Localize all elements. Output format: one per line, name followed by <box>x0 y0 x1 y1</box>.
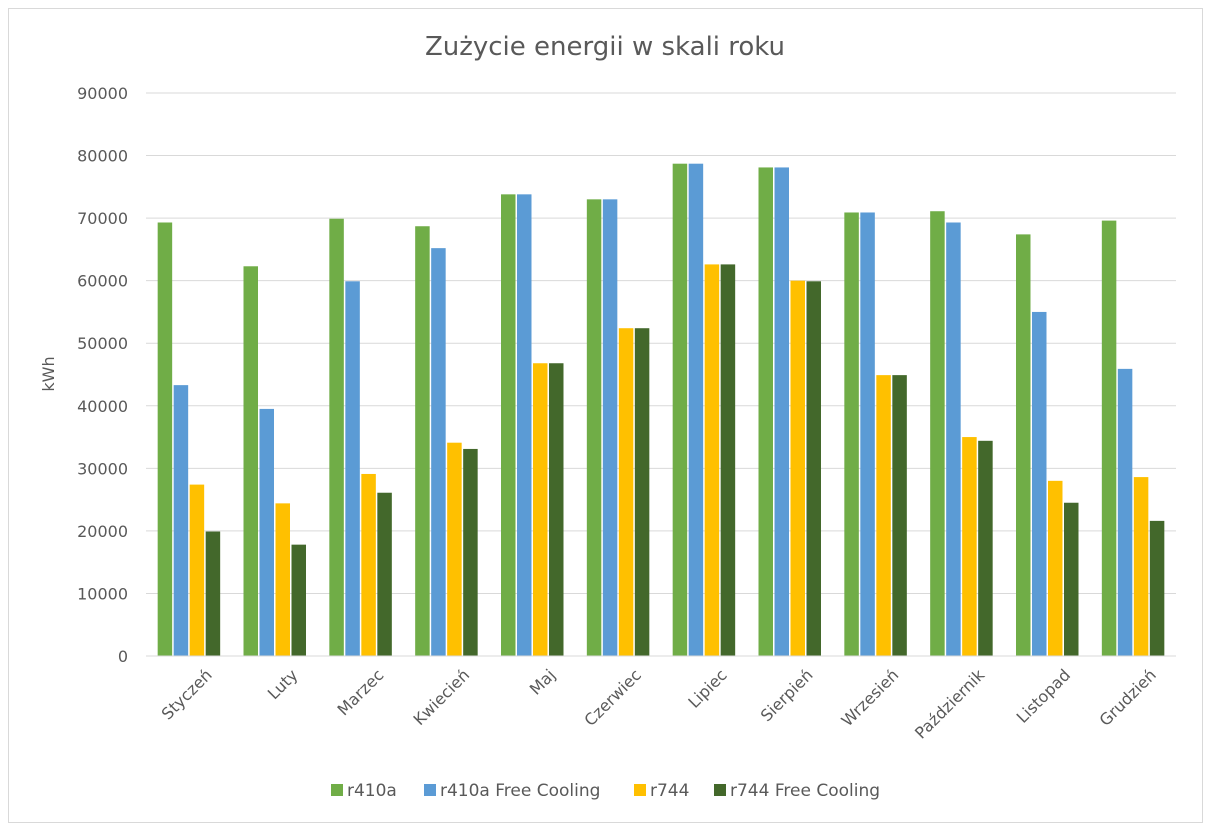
bar <box>704 264 720 656</box>
legend-label: r744 Free Cooling <box>730 781 880 801</box>
legend-label: r744 <box>650 781 689 801</box>
bar <box>173 385 189 656</box>
bar <box>758 167 773 656</box>
x-tick-label: Listopad <box>1013 665 1074 726</box>
bar <box>930 211 945 657</box>
x-axis-labels: Styczeń Luty Marzec Kwiecień Maj Czerwiec Lipi… <box>158 665 1160 743</box>
chart-title: Zużycie energii w skali roku <box>425 32 785 62</box>
bar <box>291 544 306 656</box>
bars <box>157 163 1165 657</box>
bar <box>463 448 478 656</box>
x-tick-label: Sierpień <box>757 665 817 725</box>
bar <box>586 199 602 656</box>
bar <box>790 280 805 656</box>
bar <box>844 212 859 657</box>
bar <box>377 492 392 656</box>
y-axis-ticks: 0 10000 20000 30000 40000 50000 60000 70000 8000… <box>77 84 128 666</box>
bar <box>361 473 376 656</box>
bar <box>774 167 789 656</box>
bar <box>1032 311 1047 656</box>
legend-swatch <box>424 784 436 796</box>
y-tick-label: 60000 <box>77 272 128 291</box>
bar <box>892 375 907 656</box>
gridlines <box>146 92 1176 594</box>
y-axis-title: kWh <box>39 356 58 391</box>
bar <box>1048 480 1063 656</box>
legend-swatch <box>714 784 726 796</box>
x-tick-label: Grudzień <box>1095 665 1159 729</box>
y-tick-label: 30000 <box>77 459 128 478</box>
bar <box>1149 520 1165 656</box>
bar <box>329 218 344 657</box>
bar <box>205 531 221 656</box>
bar <box>688 163 704 656</box>
x-tick-label: Marzec <box>334 665 388 719</box>
bar <box>259 408 274 656</box>
bar <box>876 375 891 656</box>
bar <box>189 484 205 656</box>
bar <box>672 163 688 656</box>
x-tick-label: Lipiec <box>684 665 730 711</box>
x-tick-label: Kwiecień <box>410 665 474 729</box>
y-tick-label: 90000 <box>77 84 128 103</box>
legend-swatch <box>634 784 646 796</box>
bar <box>1101 220 1117 657</box>
y-tick-label: 70000 <box>77 209 128 228</box>
bar <box>806 281 821 656</box>
bar <box>275 503 290 656</box>
bar <box>447 442 462 656</box>
legend: r410a r410a Free Cooling r744 r744 Free Coo… <box>331 781 880 801</box>
bar <box>978 440 993 656</box>
bar <box>431 248 446 656</box>
bar <box>549 363 564 656</box>
bar <box>157 222 173 657</box>
legend-swatch <box>331 784 343 796</box>
bar <box>517 194 532 656</box>
y-tick-label: 80000 <box>77 147 128 166</box>
bar <box>962 437 977 656</box>
bar <box>946 222 961 657</box>
bar <box>501 194 516 656</box>
x-tick-label: Wrzesień <box>838 665 903 730</box>
bar <box>1064 502 1079 656</box>
bar <box>243 266 258 656</box>
x-tick-label: Październik <box>911 665 989 743</box>
bar <box>860 212 875 657</box>
bar <box>720 264 736 656</box>
x-tick-label: Styczeń <box>158 665 216 723</box>
y-tick-label: 50000 <box>77 334 128 353</box>
legend-label: r410a Free Cooling <box>440 781 600 801</box>
x-tick-label: Maj <box>526 665 559 698</box>
bar <box>618 328 634 656</box>
bar <box>1016 234 1031 656</box>
x-tick-label: Czerwiec <box>580 665 644 729</box>
bar <box>634 328 650 656</box>
y-tick-label: 10000 <box>77 584 128 603</box>
y-tick-label: 40000 <box>77 397 128 416</box>
legend-label: r410a <box>347 781 397 801</box>
x-tick-label: Luty <box>264 665 302 703</box>
bar <box>1117 368 1133 656</box>
y-tick-label: 0 <box>118 647 128 666</box>
bar <box>415 226 430 657</box>
bar <box>345 281 360 656</box>
bar <box>1133 477 1149 656</box>
y-tick-label: 20000 <box>77 522 128 541</box>
bar <box>602 199 618 656</box>
bar <box>533 363 548 656</box>
